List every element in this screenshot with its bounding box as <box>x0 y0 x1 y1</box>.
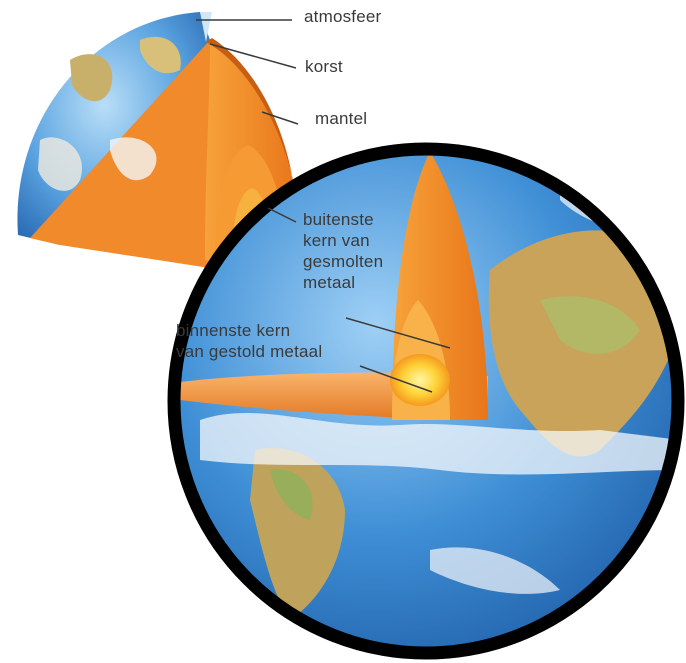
big-globe <box>167 142 685 660</box>
leader-outer-core-big <box>345 317 451 349</box>
label-inner-core-line-2: van gestold metaal <box>176 342 323 361</box>
leader-mantle <box>261 111 299 125</box>
leader-inner-core <box>359 365 433 393</box>
label-outer-core-line-3: gesmolten <box>303 252 384 271</box>
label-mantle: mantel <box>315 109 368 128</box>
small-globe-land <box>70 54 113 102</box>
big-globe-outline <box>167 142 685 660</box>
land-south-america <box>250 448 345 620</box>
inner-core <box>390 354 450 406</box>
label-crust: korst <box>305 57 343 76</box>
label-outer-core: buitenste kern van gesmolten metaal <box>303 209 413 293</box>
leader-lines <box>196 19 451 393</box>
label-outer-core-line-4: metaal <box>303 273 356 292</box>
label-inner-core-line-1: binnenste kern <box>176 321 291 340</box>
label-atmosphere: atmosfeer <box>304 7 382 26</box>
small-globe-crust <box>206 38 299 245</box>
leader-outer-core <box>267 207 297 223</box>
label-outer-core-line-1: buitenste <box>303 210 374 229</box>
label-outer-core-line-2: kern van <box>303 231 370 250</box>
leader-crust <box>209 43 297 69</box>
label-inner-core: binnenste kern van gestold metaal <box>176 320 376 362</box>
